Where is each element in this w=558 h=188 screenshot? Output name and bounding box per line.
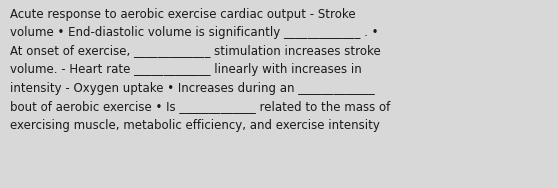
Text: Acute response to aerobic exercise cardiac output - Stroke
volume • End-diastoli: Acute response to aerobic exercise cardi… (10, 8, 390, 132)
